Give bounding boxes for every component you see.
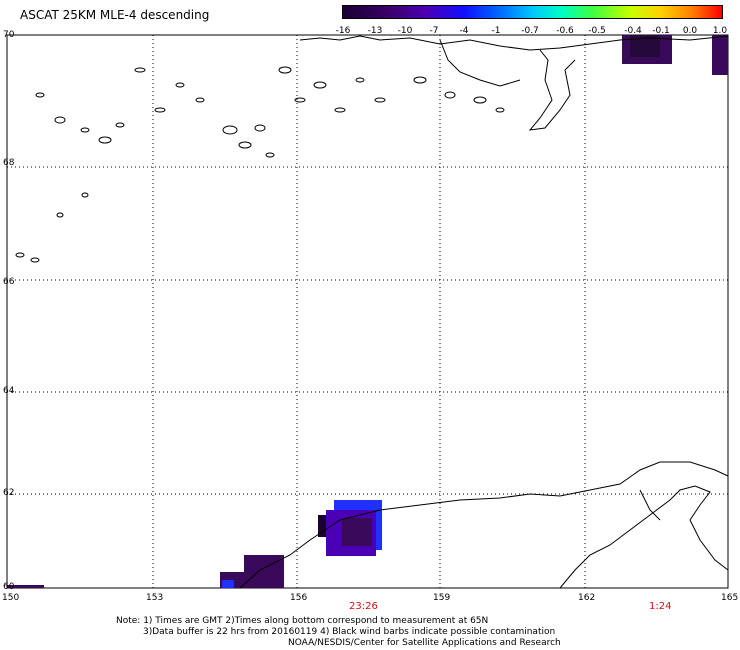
- colorbar-label: -0.5: [588, 26, 606, 36]
- lat-label: 66: [3, 277, 15, 287]
- colorbar-label: -13: [367, 26, 383, 36]
- lon-label: 153: [146, 593, 163, 603]
- lat-label: 62: [3, 488, 14, 498]
- lon-label: 159: [433, 593, 450, 603]
- colorbar-label: -10: [397, 26, 413, 36]
- lon-label: 150: [2, 593, 19, 603]
- map-frame: [6, 34, 729, 589]
- lon-label: 156: [290, 593, 307, 603]
- colorbar-label: -4: [459, 26, 469, 36]
- colorbar-label: -0.6: [556, 26, 574, 36]
- lon-label: 165: [721, 593, 738, 603]
- note-line-2: 3)Data buffer is 22 hrs from 20160119 4)…: [143, 627, 556, 637]
- data-cells-bottom: [7, 500, 382, 588]
- colorbar-label: -0.7: [521, 26, 539, 36]
- colorbar-label: -1: [491, 26, 501, 36]
- lon-label: 162: [578, 593, 595, 603]
- colorbar-label: 0.0: [682, 26, 698, 36]
- colorbar-label: -16: [335, 26, 351, 36]
- data-cells-top: [622, 35, 728, 75]
- map-title: ASCAT 25KM MLE-4 descending: [20, 8, 210, 22]
- time-label: 23:26: [349, 601, 378, 612]
- colorbar-label: -0.4: [624, 26, 642, 36]
- colorbar-label: -7: [429, 26, 439, 36]
- colorbar: [342, 5, 723, 19]
- lat-label: 70: [3, 30, 15, 40]
- grid-lines: [7, 35, 728, 588]
- coastline: [239, 35, 729, 589]
- lat-label: 64: [3, 386, 15, 396]
- note-line-1: Note: 1) Times are GMT 2)Times along bot…: [116, 616, 489, 626]
- time-label: 1:24: [649, 601, 671, 612]
- colorbar-label: -0.1: [652, 26, 670, 36]
- lat-label: 60: [3, 582, 15, 592]
- colorbar-label: 1.0: [712, 26, 728, 36]
- lakes: [15, 66, 505, 263]
- note-line-3: NOAA/NESDIS/Center for Satellite Applica…: [288, 638, 561, 648]
- lat-label: 68: [3, 158, 15, 168]
